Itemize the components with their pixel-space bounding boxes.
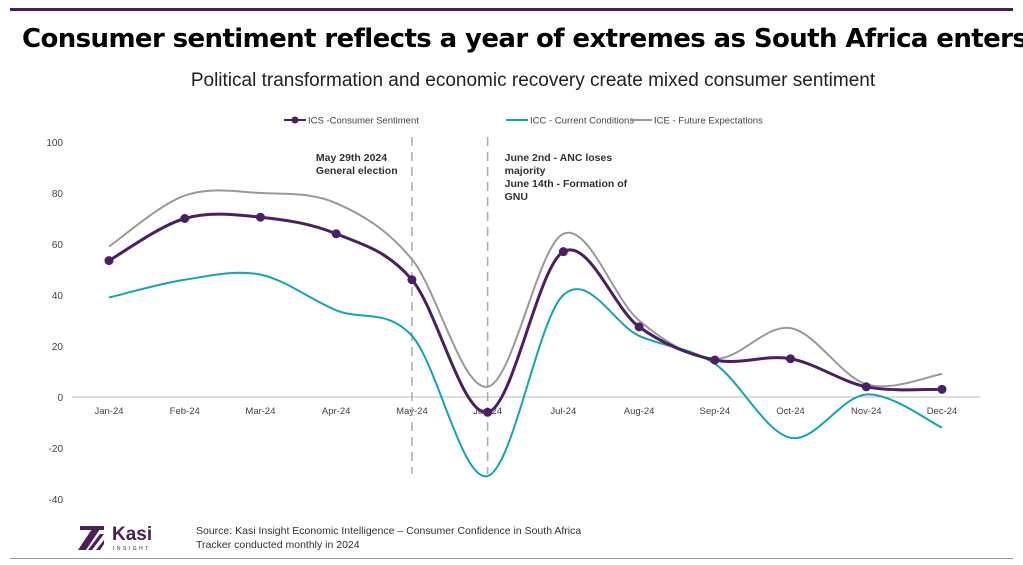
y-tick-label: 100 [46,138,63,149]
data-point [483,407,493,417]
data-point [861,382,871,392]
y-tick-label: -20 [49,444,64,455]
x-tick-label: Dec-24 [927,406,958,417]
legend-label: ICC - Current Conditions [530,116,634,127]
annotation-text: June 2nd - ANC loses [505,152,613,164]
data-point [634,322,644,332]
data-point [180,214,190,223]
data-point [255,212,265,222]
data-point [558,247,568,257]
tracker-note: Tracker conducted monthly in 2024 [196,539,360,551]
source-text: Source: Kasi Insight Economic Intelligen… [196,525,582,537]
top-rule [10,8,1013,11]
subtitle: Political transformation and economic re… [190,70,876,91]
svg-text:INSIGHT: INSIGHT [113,546,151,552]
annotation-text: General election [316,165,398,177]
annotation-text: June 14th - Formation of [505,178,628,190]
y-tick-label: -40 [49,495,64,506]
data-point [104,256,114,266]
x-tick-label: Nov-24 [851,406,882,417]
x-tick-label: Apr-24 [322,406,351,417]
legend-marker [291,116,299,124]
x-tick-label: Mar-24 [245,406,275,417]
svg-text:Kasi: Kasi [112,524,152,545]
legend-label: ICS -Consumer Sentiment [308,116,419,127]
y-tick-label: 80 [52,189,64,200]
x-tick-label: Sep-24 [699,406,730,417]
bottom-rule [10,558,1013,559]
source-note: Source: Kasi Insight Economic Intelligen… [196,524,581,552]
x-tick-label: Aug-24 [624,406,655,417]
data-point [407,275,417,285]
annotation-text: GNU [505,191,528,203]
series-line-1 [108,271,943,478]
y-tick-label: 0 [57,393,63,404]
y-tick-label: 20 [52,342,64,353]
data-point [331,229,341,239]
x-tick-label: Feb-24 [170,406,200,417]
data-point [786,354,796,364]
annotation-text: majority [505,165,546,177]
y-tick-label: 40 [52,291,64,302]
kasi-logo: Kasi INSIGHT [76,520,196,559]
legend-label: ICE - Future Expectations [654,116,763,127]
page-title: Consumer sentiment reflects a year of ex… [22,24,1023,54]
x-tick-label: Jul-24 [550,406,576,417]
x-tick-label: Oct-24 [776,406,805,417]
series-line-2 [108,189,943,388]
data-point [710,355,720,365]
data-point [937,384,947,394]
x-tick-label: Jan-24 [94,406,123,417]
y-tick-label: 60 [52,240,64,251]
annotation-text: May 29th 2024 [316,152,387,164]
